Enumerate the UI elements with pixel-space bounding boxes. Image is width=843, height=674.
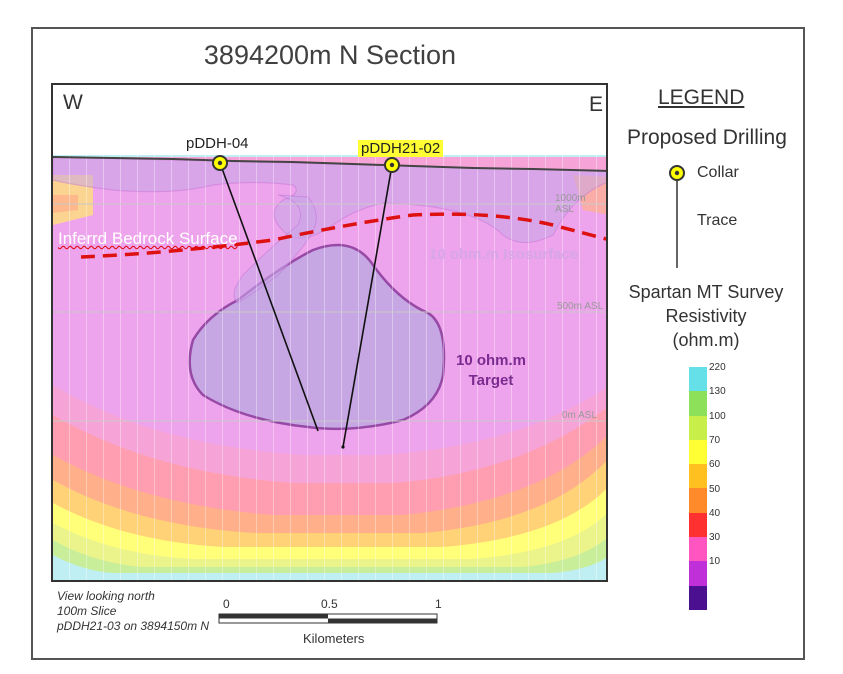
scale-1: 1 [435, 597, 442, 611]
scale-label-30: 30 [709, 532, 721, 544]
legend-drill-symbol [669, 165, 685, 268]
scale-swatch-100 [689, 415, 707, 440]
scale-label-130: 130 [709, 386, 726, 398]
scale-swatch-220 [689, 367, 707, 392]
scale-label-100: 100 [709, 410, 726, 422]
scale-label-10: 10 [709, 556, 721, 568]
elevation-500: 500m ASL [557, 301, 604, 312]
scale-swatch-10 [689, 561, 707, 586]
scale-0-5: 0.5 [321, 597, 338, 611]
legend-heading: LEGEND [658, 86, 745, 109]
scale-swatch-50 [689, 488, 707, 513]
view-notes: View looking north 100m Slice pDDH21-03 … [57, 589, 210, 633]
scale-unit-label: Kilometers [303, 631, 365, 646]
legend-proposed-drilling: Proposed Drilling [627, 126, 787, 149]
east-label: E [589, 93, 604, 116]
elevation-0: 0m ASL [562, 410, 598, 421]
scale-label-60: 60 [709, 459, 721, 471]
bedrock-surface-line [80, 212, 606, 259]
trace-pddh-04 [219, 162, 319, 432]
target-label: 10 ohm.m Target [455, 352, 527, 389]
hole-label-pddh21-02: pDDH21-02 [358, 140, 444, 157]
legend-trace-label: Trace [697, 212, 738, 229]
resistivity-section [53, 85, 606, 580]
scale-label-50: 50 [709, 483, 721, 495]
legend-collar-label: Collar [697, 164, 739, 181]
scale-swatch-130 [689, 391, 707, 416]
scale-label-40: 40 [709, 507, 721, 519]
trace-pddh21-02 [342, 164, 393, 448]
scale-label-220: 220 [709, 362, 726, 373]
elevation-1000: 1000m ASL [555, 193, 586, 215]
distance-scale-bar [218, 613, 438, 624]
scale-swatch-60 [689, 464, 707, 489]
scale-swatch-40 [689, 512, 707, 538]
scale-swatch-70 [689, 439, 707, 465]
figure-frame [31, 27, 805, 660]
west-label: W [63, 91, 83, 114]
scale-0: 0 [223, 597, 230, 611]
cross-section-panel: W E pDDH-04 pDDH21-02 1000m ASL 500m ASL… [51, 83, 608, 582]
isosurface-label: 10 ohm.m Isosurface [429, 246, 579, 263]
scale-swatch-min [689, 585, 707, 610]
hole-label-pddh-04: pDDH-04 [186, 135, 249, 152]
scale-label-70: 70 [709, 434, 721, 446]
bedrock-surface-label: Inferrd Bedrock Surface [58, 229, 238, 248]
resistivity-title: Spartan MT Survey Resistivity (ohm.m) [628, 282, 784, 350]
resistivity-color-scale [689, 367, 707, 610]
figure-title: 3894200m N Section [203, 40, 457, 70]
scale-swatch-30 [689, 537, 707, 562]
topography-line [53, 156, 606, 172]
